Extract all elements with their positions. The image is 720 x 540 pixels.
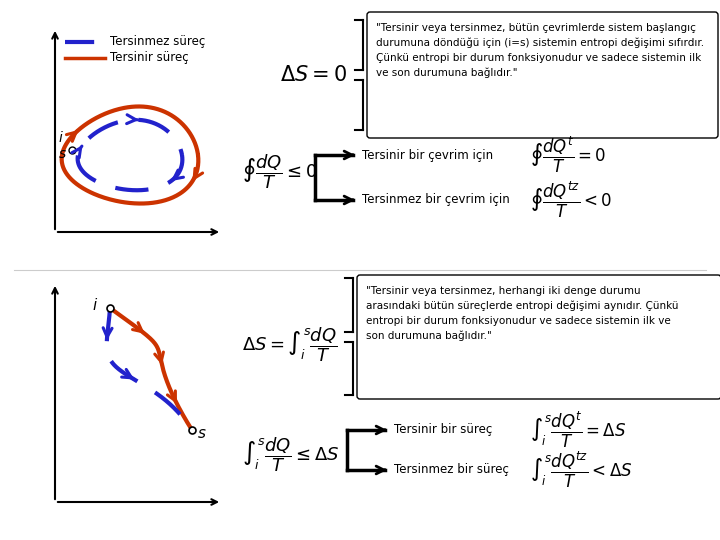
Text: $\oint \dfrac{dQ}{T} \leq 0$: $\oint \dfrac{dQ}{T} \leq 0$: [242, 153, 318, 191]
Text: $\int_i^s \dfrac{dQ^{tz}}{T} < \Delta S$: $\int_i^s \dfrac{dQ^{tz}}{T} < \Delta S$: [530, 450, 632, 490]
Text: $i$: $i$: [58, 130, 64, 145]
Text: "Tersinir veya tersinmez, bütün çevrimlerde sistem başlangıç
durumuna döndüğü iç: "Tersinir veya tersinmez, bütün çevrimle…: [376, 23, 704, 78]
Text: Tersinir bir çevrim için: Tersinir bir çevrim için: [362, 148, 493, 161]
Text: $\int_i^s \dfrac{dQ}{T} \leq \Delta S$: $\int_i^s \dfrac{dQ}{T} \leq \Delta S$: [242, 436, 339, 474]
Text: Tersinir süreç: Tersinir süreç: [110, 51, 189, 64]
Text: "Tersinir veya tersinmez, herhangi iki denge durumu
arasındaki bütün süreçlerde : "Tersinir veya tersinmez, herhangi iki d…: [366, 286, 678, 341]
Text: $\int_i^s \dfrac{dQ^t}{T} = \Delta S$: $\int_i^s \dfrac{dQ^t}{T} = \Delta S$: [530, 410, 626, 450]
FancyBboxPatch shape: [357, 275, 720, 399]
FancyBboxPatch shape: [367, 12, 718, 138]
Text: $\oint \dfrac{dQ^t}{T} = 0$: $\oint \dfrac{dQ^t}{T} = 0$: [530, 135, 606, 175]
Text: $\Delta S = \int_i^s \dfrac{dQ}{T}$: $\Delta S = \int_i^s \dfrac{dQ}{T}$: [242, 326, 338, 365]
Text: Tersinmez bir süreç: Tersinmez bir süreç: [394, 463, 509, 476]
Text: $s$: $s$: [197, 426, 207, 441]
Text: $\oint \dfrac{dQ^{tz}}{T} < 0$: $\oint \dfrac{dQ^{tz}}{T} < 0$: [530, 180, 612, 220]
Text: Tersinir bir süreç: Tersinir bir süreç: [394, 423, 492, 436]
Text: Tersinmez bir çevrim için: Tersinmez bir çevrim için: [362, 193, 510, 206]
Text: $\Delta S = 0$: $\Delta S = 0$: [280, 65, 347, 85]
Text: $i$: $i$: [92, 297, 98, 313]
Text: Tersinmez süreç: Tersinmez süreç: [110, 36, 205, 49]
Text: $s$: $s$: [58, 147, 67, 161]
